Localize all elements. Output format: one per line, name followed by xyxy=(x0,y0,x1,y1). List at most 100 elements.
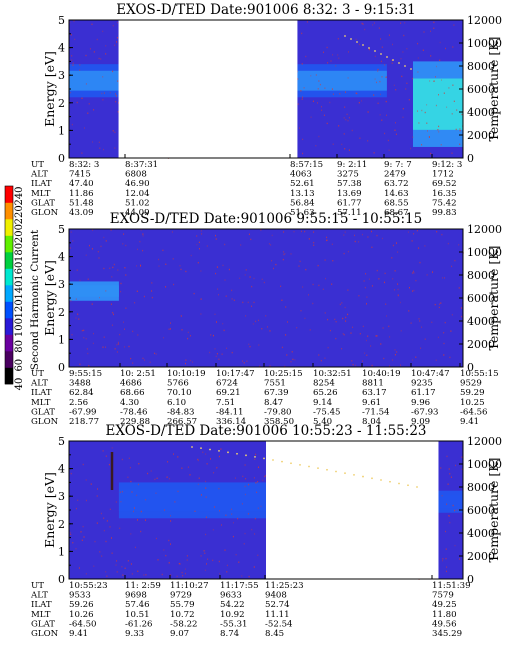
speckle xyxy=(260,229,262,231)
orbit-value: 6.10 xyxy=(167,398,186,408)
speckle xyxy=(142,249,144,252)
speckle xyxy=(406,82,408,84)
speckle xyxy=(69,21,71,24)
y-tick-label: 2 xyxy=(58,306,65,319)
speckle xyxy=(140,264,141,267)
speckle xyxy=(256,491,258,493)
speckle xyxy=(145,519,146,521)
speckle xyxy=(292,358,294,361)
speckle xyxy=(158,258,160,261)
speckle xyxy=(400,58,402,60)
speckle xyxy=(196,235,198,237)
orbit-value: 63.72 xyxy=(384,179,409,189)
speckle xyxy=(341,302,343,304)
speckle xyxy=(453,100,455,102)
speckle xyxy=(70,34,72,36)
speckle xyxy=(385,100,387,103)
speckle xyxy=(355,92,357,94)
orbit-value: 7415 xyxy=(69,170,91,180)
speckle xyxy=(447,242,449,245)
speckle xyxy=(373,94,375,96)
speckle xyxy=(440,144,442,146)
speckle xyxy=(373,152,375,154)
y-tick-label: 0 xyxy=(58,573,65,586)
colorbar-tick-label: 100 xyxy=(14,318,25,337)
speckle xyxy=(413,272,415,274)
orbit-value: 11.86 xyxy=(69,189,94,199)
speckle xyxy=(439,303,440,305)
speckle xyxy=(268,243,270,245)
orbit-value: 55.79 xyxy=(170,600,195,610)
speckle xyxy=(154,478,156,481)
arc-dot xyxy=(398,482,400,485)
orbit-value: 11:10:27 xyxy=(170,581,209,591)
speckle xyxy=(83,329,85,332)
speckle xyxy=(426,122,428,124)
speckle xyxy=(142,357,144,360)
speckle xyxy=(119,491,121,493)
speckle xyxy=(97,251,99,253)
y2-tick-label: 6000 xyxy=(467,504,495,517)
speckle xyxy=(438,131,440,133)
speckle xyxy=(438,94,439,96)
speckle xyxy=(79,69,81,71)
speckle xyxy=(283,231,285,233)
speckle xyxy=(400,22,402,24)
speckle xyxy=(180,268,182,271)
speckle xyxy=(419,320,421,322)
orbit-value: 10:10:19 xyxy=(167,369,206,379)
speckle xyxy=(113,263,115,266)
speckle xyxy=(91,248,93,250)
y2-tick-label: 6000 xyxy=(467,292,495,305)
orbit-row-label: ALT xyxy=(30,591,48,601)
speckle xyxy=(231,513,233,515)
speckle xyxy=(449,521,451,524)
speckle xyxy=(93,332,94,335)
y2-tick-label: 2000 xyxy=(467,550,495,563)
speckle xyxy=(451,265,453,268)
speckle xyxy=(226,571,228,573)
orbit-value: 3275 xyxy=(337,170,359,180)
speckle xyxy=(76,101,78,104)
speckle xyxy=(318,284,320,287)
speckle xyxy=(417,57,419,59)
speckle xyxy=(262,479,264,481)
speckle xyxy=(224,243,226,246)
orbit-value: 51.02 xyxy=(125,198,150,208)
speckle xyxy=(362,325,364,328)
speckle xyxy=(204,569,206,571)
speckle xyxy=(371,230,372,233)
speckle xyxy=(76,269,78,271)
speckle xyxy=(319,83,321,86)
speckle xyxy=(371,285,373,287)
speckle xyxy=(355,364,357,367)
speckle xyxy=(197,459,199,462)
arc-dot xyxy=(362,44,364,46)
speckle xyxy=(81,97,83,99)
speckle xyxy=(224,279,226,281)
speckle xyxy=(381,237,383,240)
speckle xyxy=(222,264,224,267)
y2-tick-label: 8000 xyxy=(467,269,495,282)
speckle xyxy=(248,483,250,486)
speckle xyxy=(338,125,340,127)
speckle xyxy=(312,283,314,286)
speckle xyxy=(362,360,363,362)
speckle xyxy=(408,310,410,312)
speckle xyxy=(343,117,345,119)
orbit-value: -52.54 xyxy=(265,619,293,629)
y-axis-label: Energy [eV] xyxy=(42,472,57,548)
orbit-value: 9.33 xyxy=(125,629,144,639)
speckle xyxy=(401,75,403,78)
speckle xyxy=(198,477,200,479)
orbit-row-label: UT xyxy=(31,160,44,170)
speckle xyxy=(70,91,72,94)
orbit-row-label: ALT xyxy=(30,170,48,180)
arc-dot xyxy=(317,467,319,470)
speckle xyxy=(461,315,463,318)
speckle xyxy=(158,265,160,267)
speckle xyxy=(380,93,381,96)
orbit-value: -71.54 xyxy=(362,407,390,417)
orbit-value: 9633 xyxy=(220,591,242,601)
speckle xyxy=(184,568,186,570)
